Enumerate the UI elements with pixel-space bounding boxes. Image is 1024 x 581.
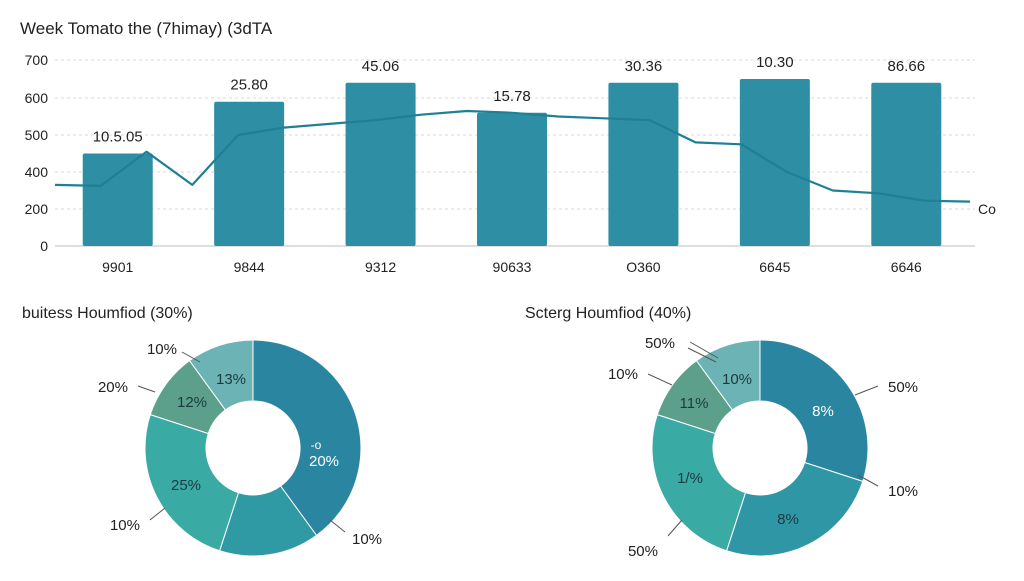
leader-line xyxy=(857,474,879,487)
slice-outer-label: 10% xyxy=(888,483,918,500)
slice-inner-label: 10% xyxy=(722,371,752,388)
donut-slice xyxy=(651,413,747,552)
bar xyxy=(477,112,547,246)
slice-outer-label: 50% xyxy=(645,335,675,352)
x-tick-label: O360 xyxy=(626,259,660,275)
slice-inner-label: 20% xyxy=(309,453,339,470)
donut-chart-left: buitess Houmfiod (30%) 20%10%25%10%12%20… xyxy=(22,305,382,557)
slice-outer-label: 10% xyxy=(352,531,382,548)
donut-left-slices xyxy=(144,339,362,557)
slice-inner-label: 12% xyxy=(177,394,207,411)
donut-chart-right: Scterg Houmfiod (40%) 8% 50% 8% 10% 1/% 50% 11… xyxy=(525,305,918,560)
bar-value-label: 15.78 xyxy=(493,88,531,105)
x-tick-label: 9844 xyxy=(234,259,265,275)
bar xyxy=(214,101,285,246)
slice-inner-label: 25% xyxy=(171,477,201,494)
donut-slice xyxy=(188,339,254,411)
donut-right-title: Scterg Houmfiod (40%) xyxy=(525,305,691,322)
y-tick-label: 600 xyxy=(25,90,49,106)
slice-outer-label: 10% xyxy=(147,341,177,358)
slice-inner-label: 11% xyxy=(680,395,709,412)
x-tick-label: 9312 xyxy=(365,259,396,275)
bar xyxy=(871,82,942,246)
leader-line xyxy=(329,519,346,533)
slice-outer-label: 50% xyxy=(628,543,658,560)
slice-inner-label: 1/% xyxy=(677,470,703,487)
leader-line xyxy=(137,385,156,393)
bar xyxy=(82,153,153,246)
slice-outer-label: 10% xyxy=(608,366,638,383)
bar-value-labels: 10.5.05 25.80 45.06 15.78 30.36 10.30 86.66 xyxy=(93,54,925,146)
slice-outer-label: 10% xyxy=(110,517,140,534)
y-axis-ticks: 700 600 500 400 200 0 xyxy=(25,52,49,254)
line-series: Co xyxy=(54,109,996,217)
leader-line xyxy=(149,507,166,521)
x-tick-label: 6645 xyxy=(759,259,790,275)
bar-value-label: 86.66 xyxy=(888,58,926,75)
donut-left-title: buitess Houmfiod (30%) xyxy=(22,305,193,322)
donut-slice xyxy=(759,339,869,483)
donut-center-mark: -o xyxy=(311,438,322,452)
bar-value-label: 45.06 xyxy=(362,58,400,75)
y-tick-label: 700 xyxy=(25,52,49,68)
bars xyxy=(82,79,942,246)
donut-right-labels: 8% 50% 8% 10% 1/% 50% 11% 10% 10% 50% xyxy=(608,335,918,560)
slice-outer-label: 20% xyxy=(98,379,128,396)
donut-slice xyxy=(252,339,362,537)
y-tick-label: 0 xyxy=(40,238,48,254)
donut-left-labels: 20% 10% 25% 10% 12% 20% 13% 10% -o xyxy=(98,341,382,548)
donut-right-slices xyxy=(651,339,869,557)
leader-line xyxy=(854,385,879,396)
y-tick-label: 200 xyxy=(25,201,49,217)
line-end-label: Co xyxy=(978,201,996,217)
y-tick-label: 500 xyxy=(25,127,49,143)
leader-line xyxy=(689,341,719,359)
bar-value-label: 30.36 xyxy=(625,58,663,75)
donut-slice xyxy=(144,413,240,552)
leader-line xyxy=(647,373,673,386)
donut-slice xyxy=(725,461,864,557)
x-tick-label: 90633 xyxy=(493,259,532,275)
bar xyxy=(345,82,416,246)
slice-outer-label: 50% xyxy=(888,379,918,396)
bar-chart-title: Week Tomato the (7himay) (3dTA xyxy=(20,19,273,38)
x-tick-label: 6646 xyxy=(891,259,922,275)
leader-line xyxy=(687,347,717,363)
y-tick-label: 400 xyxy=(25,164,49,180)
donut-slice xyxy=(695,339,761,411)
leader-line xyxy=(181,351,201,363)
x-tick-label: 9901 xyxy=(102,259,133,275)
slice-inner-label: 8% xyxy=(777,511,799,528)
bar-value-label: 10.5.05 xyxy=(93,129,143,146)
bar-chart: Week Tomato the (7himay) (3dTA 700 600 500… xyxy=(20,19,996,275)
bar xyxy=(739,79,810,246)
slice-inner-label: 8% xyxy=(812,403,834,420)
slice-inner-label: 13% xyxy=(216,371,246,388)
x-axis-ticks: 9901 9844 9312 90633 O360 6645 6646 xyxy=(102,259,922,275)
bar-value-label: 25.80 xyxy=(230,77,268,94)
bar xyxy=(608,82,679,246)
bar-value-label: 10.30 xyxy=(756,54,794,71)
leader-line xyxy=(667,519,683,537)
line-series-path xyxy=(54,109,971,203)
